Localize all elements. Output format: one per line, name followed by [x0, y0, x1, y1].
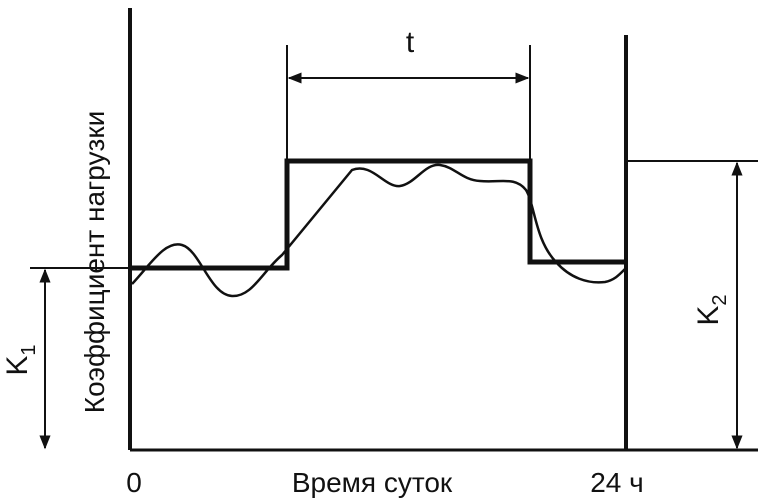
k1-label-base: K [1, 356, 34, 376]
k2-label-subscript: 2 [709, 294, 731, 305]
x-end-label: 24 ч [590, 467, 644, 498]
x-axis-label: Время суток [292, 467, 453, 498]
k2-label-base: K [692, 306, 725, 326]
stepped-load-profile [130, 158, 626, 271]
k1-label: K1 [1, 344, 40, 375]
actual-load-curve [131, 163, 627, 298]
svg-text:K2: K2 [692, 294, 731, 325]
x-start-label: 0 [126, 467, 142, 498]
k2-label: K2 [692, 294, 731, 325]
svg-text:K1: K1 [1, 344, 40, 375]
t-label: t [406, 26, 415, 59]
y-axis-label: Коэффициент нагрузки [79, 111, 110, 413]
k1-label-subscript: 1 [18, 344, 40, 355]
